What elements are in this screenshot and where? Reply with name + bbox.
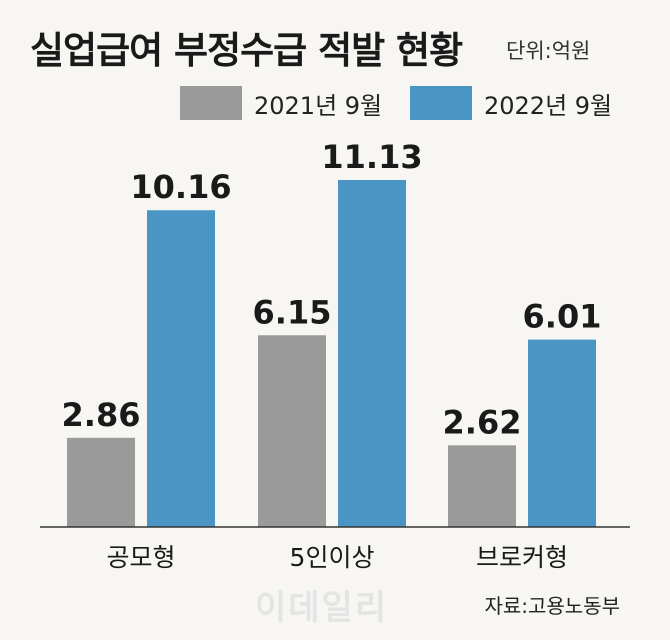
bar-2022-0 (147, 210, 215, 527)
category-label-0: 공모형 (106, 543, 175, 572)
bar-2021-1 (258, 335, 326, 527)
unit-label: 단위:억원 (506, 39, 591, 63)
watermark: 이데일리 (255, 588, 389, 628)
legend-item-2021: 2021년 9월 (180, 86, 382, 120)
legend-swatch-2022 (410, 86, 472, 120)
bar-2022-2 (528, 339, 596, 527)
legend-item-2022: 2022년 9월 (410, 86, 612, 120)
bar-2022-1 (338, 180, 406, 527)
bar-2021-2 (448, 445, 516, 527)
category-label-1: 5인이상 (290, 543, 375, 572)
data-label-2021-1: 6.15 (253, 293, 332, 331)
legend-swatch-2021 (180, 86, 242, 120)
legend-label-2022: 2022년 9월 (484, 91, 613, 120)
data-label-2022-2: 6.01 (523, 298, 602, 336)
data-label-2021-0: 2.86 (62, 396, 141, 434)
category-label-2: 브로커형 (476, 543, 568, 572)
data-label-2021-2: 2.62 (443, 403, 522, 441)
chart-title: 실업급여 부정수급 적발 현황 (30, 29, 463, 72)
data-label-2022-0: 10.16 (130, 168, 231, 206)
bar-2021-0 (67, 437, 135, 527)
source-label: 자료:고용노동부 (484, 594, 620, 618)
legend-label-2021: 2021년 9월 (254, 91, 383, 120)
data-label-2022-1: 11.13 (321, 138, 422, 176)
